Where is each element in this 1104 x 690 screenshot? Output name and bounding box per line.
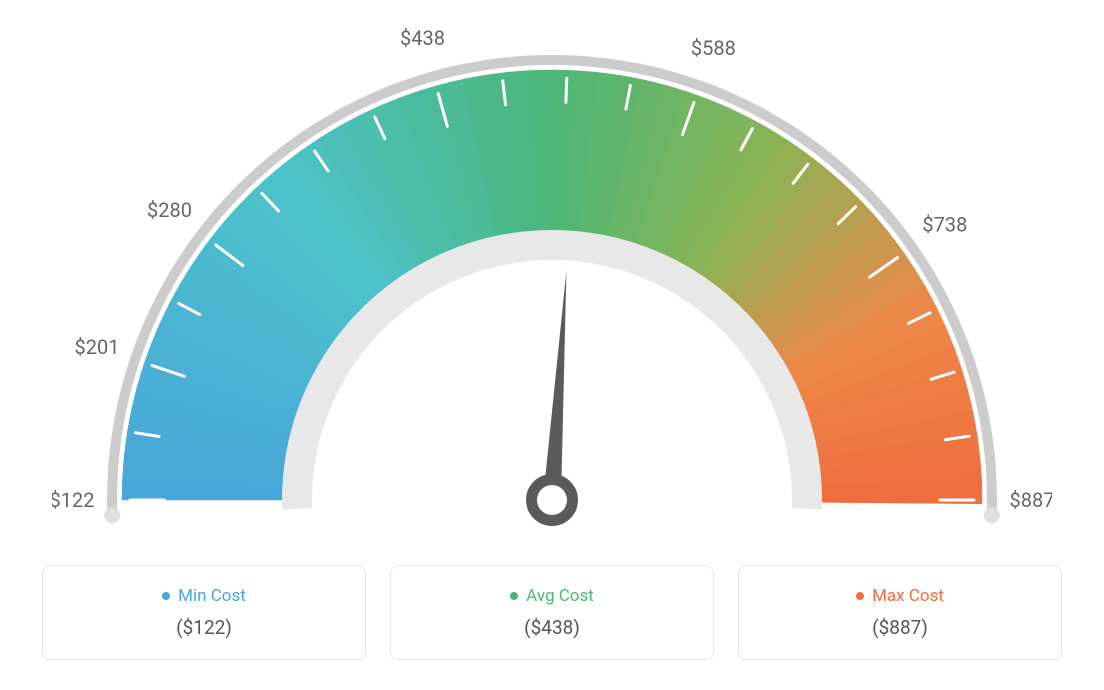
gauge-tick-label: $887 — [1010, 488, 1052, 512]
legend-label: Avg Cost — [415, 586, 689, 606]
gauge-tick-label: $201 — [75, 335, 120, 359]
gauge-chart: $122 $201 $280 $438 $588 $738 $887 — [52, 20, 1052, 560]
gauge-tick — [566, 78, 567, 102]
legend-card-min: Min Cost ($122) — [42, 565, 366, 660]
legend-value: ($122) — [67, 616, 341, 639]
legend-label-text: Min Cost — [178, 586, 246, 606]
gauge-svg: $122 $201 $280 $438 $588 $738 $887 — [52, 20, 1052, 560]
gauge-tick-label: $122 — [52, 488, 94, 512]
legend-dot-icon — [856, 592, 864, 600]
gauge-tick-label: $280 — [147, 198, 192, 222]
legend-card-max: Max Cost ($887) — [738, 565, 1062, 660]
legend-card-avg: Avg Cost ($438) — [390, 565, 714, 660]
legend-label: Min Cost — [67, 586, 341, 606]
legend-label-text: Max Cost — [872, 586, 944, 606]
gauge-tick-label: $738 — [922, 212, 967, 236]
gauge-tick-label: $588 — [691, 36, 736, 60]
legend-value: ($887) — [763, 616, 1037, 639]
legend-label: Max Cost — [763, 586, 1037, 606]
legend-dot-icon — [510, 592, 518, 600]
gauge-tick-label: $438 — [400, 26, 445, 50]
legend-dot-icon — [162, 592, 170, 600]
gauge-needle — [543, 270, 566, 500]
legend-label-text: Avg Cost — [526, 586, 594, 606]
legend-row: Min Cost ($122) Avg Cost ($438) Max Cost ($88… — [42, 565, 1062, 660]
legend-value: ($438) — [415, 616, 689, 639]
